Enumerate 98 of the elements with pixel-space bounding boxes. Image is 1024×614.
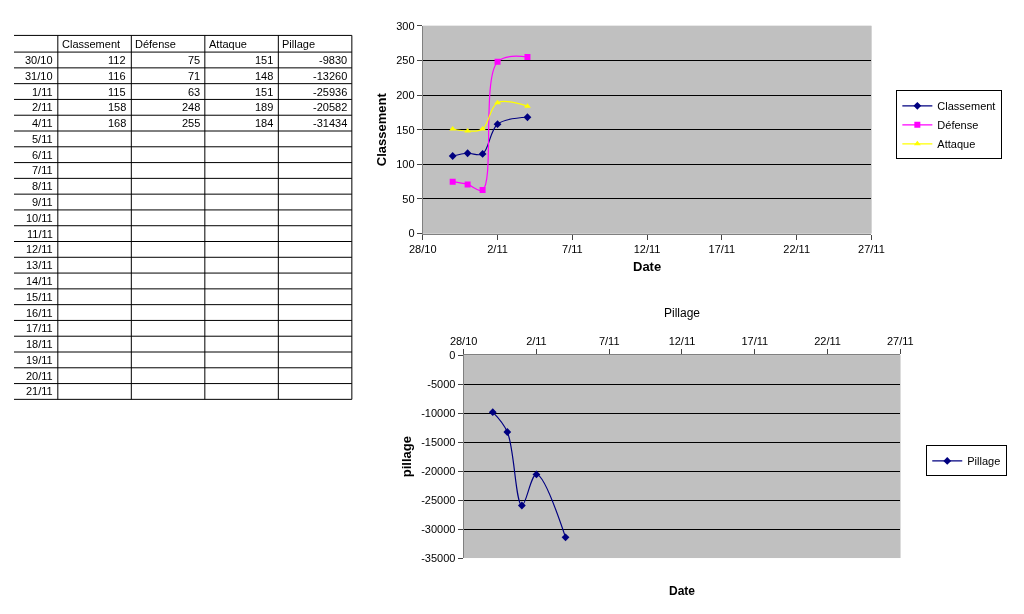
- x-tick-label: 2/11: [526, 334, 547, 347]
- point: [478, 150, 487, 158]
- x-tick-label: 17/11: [741, 334, 769, 347]
- y-tick-label: 150: [396, 123, 415, 136]
- y-tick-label: 100: [396, 158, 415, 171]
- x-tick-label: 7/11: [562, 242, 583, 255]
- point: [503, 428, 512, 436]
- legend-label: Pillage: [967, 455, 1001, 468]
- category-label: 21/11: [26, 385, 53, 397]
- data-label: 112: [108, 54, 126, 66]
- category-label: 30/10: [25, 54, 53, 66]
- point: [449, 178, 456, 185]
- point: [464, 181, 471, 188]
- y-tick-label: -15000: [421, 435, 456, 448]
- category-label: 13/11: [26, 259, 53, 271]
- point: [488, 408, 497, 417]
- x-tick-label: 22/11: [814, 334, 841, 347]
- category-label: 15/11: [26, 291, 53, 303]
- x-tick-label: 28/10: [409, 242, 437, 255]
- legend-label: Défense: [937, 119, 979, 132]
- category-label: 7/11: [32, 164, 53, 176]
- y-axis-title: pillage: [399, 436, 415, 478]
- category-label: 5/11: [32, 133, 53, 145]
- point: [523, 113, 532, 122]
- data-label: 158: [108, 101, 127, 113]
- category-label: 10/11: [26, 212, 53, 224]
- legend-label: Classement: [937, 100, 996, 113]
- y-tick-label: 200: [396, 88, 415, 101]
- point: [448, 152, 457, 160]
- text: Défense: [135, 38, 176, 50]
- point: [517, 501, 526, 510]
- point: [479, 186, 486, 193]
- category-label: 2/11: [32, 101, 53, 113]
- point: [463, 149, 472, 158]
- y-axis-title: Classement: [62, 38, 121, 50]
- data-label: 184: [255, 117, 274, 129]
- category-label: 6/11: [32, 149, 53, 161]
- data-label: -31434: [313, 117, 348, 129]
- category-label: 4/11: [32, 117, 53, 129]
- x-axis-title: Date: [669, 584, 696, 598]
- category-label: 19/11: [26, 354, 53, 366]
- category-label: 16/11: [26, 307, 53, 319]
- x-tick-label: 12/11: [668, 334, 696, 347]
- data-label: -13260: [313, 70, 348, 82]
- point: [561, 533, 570, 542]
- x-tick-label: 17/11: [708, 242, 736, 255]
- y-tick-label: 0: [408, 227, 415, 240]
- data-label: 151: [255, 54, 274, 66]
- x-tick-label: 22/11: [783, 242, 811, 255]
- category-label: 11/11: [27, 228, 53, 240]
- y-tick-label: 0: [449, 349, 456, 362]
- point: [524, 54, 531, 61]
- y-tick-label: 50: [402, 192, 415, 205]
- chart-title: Pillage: [664, 306, 701, 320]
- category-label: 9/11: [32, 196, 53, 208]
- category-label: 31/10: [25, 70, 53, 82]
- data-label: 63: [188, 86, 201, 98]
- y-tick-label: -35000: [421, 551, 456, 564]
- x-tick-label: 2/11: [487, 242, 508, 255]
- data-label: 71: [188, 70, 201, 82]
- y-tick-label: 250: [396, 54, 415, 67]
- point: [532, 470, 541, 479]
- data-label: -9830: [319, 54, 348, 66]
- category-label: 18/11: [26, 338, 53, 350]
- x-tick-label: 28/10: [449, 334, 478, 347]
- x-tick-label: 12/11: [633, 242, 661, 255]
- data-label: -20582: [313, 101, 348, 113]
- data-label: -25936: [313, 86, 348, 98]
- y-tick-label: 300: [396, 19, 415, 32]
- text: Classement: [374, 92, 390, 167]
- point: [494, 58, 501, 65]
- data-label: 248: [182, 101, 201, 113]
- legend-label: Attaque: [937, 138, 976, 151]
- data-label: 148: [255, 70, 274, 82]
- x-tick-label: 7/11: [598, 334, 620, 347]
- data-label: 189: [255, 101, 274, 113]
- category-label: 17/11: [26, 322, 53, 334]
- x-tick-label: 27/11: [886, 334, 914, 347]
- data-label: 115: [108, 86, 126, 98]
- point: [493, 120, 502, 129]
- data-label: 75: [188, 54, 201, 66]
- y-tick-label: -30000: [421, 522, 456, 535]
- category-label: 1/11: [32, 86, 53, 98]
- text: Attaque: [209, 38, 247, 50]
- data-label: 168: [108, 117, 127, 129]
- x-axis-title: Date: [633, 259, 662, 275]
- data-label: 151: [255, 86, 274, 98]
- y-tick-label: -25000: [421, 493, 456, 506]
- category-label: 8/11: [32, 180, 53, 192]
- x-tick-label: 27/11: [858, 242, 885, 255]
- y-tick-label: -20000: [421, 464, 456, 477]
- category-label: 14/11: [26, 275, 53, 287]
- y-tick-label: -10000: [421, 406, 456, 419]
- data-label: 116: [108, 70, 126, 82]
- category-label: 20/11: [26, 370, 53, 382]
- y-tick-label: -5000: [427, 377, 456, 390]
- data-label: 255: [182, 117, 201, 129]
- text: Pillage: [282, 38, 316, 50]
